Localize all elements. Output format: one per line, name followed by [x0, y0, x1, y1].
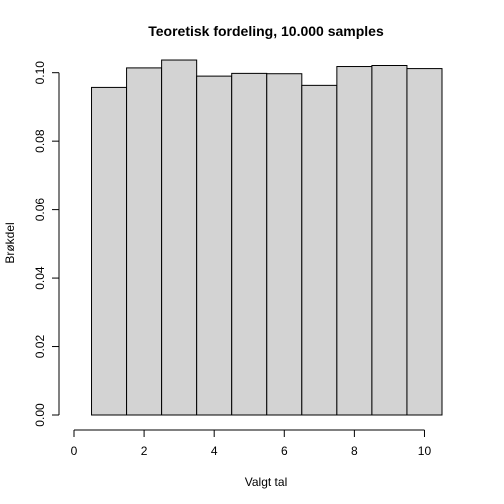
- y-tick-label: 0.02: [33, 335, 47, 359]
- y-tick-label: 0.10: [33, 61, 47, 85]
- y-tick-label: 0.06: [33, 198, 47, 222]
- y-axis: 0.00 0.02 0.04 0.06 0.08 0.10: [33, 61, 60, 427]
- histogram-bar-3: [161, 59, 198, 416]
- histogram-bar-4: [196, 75, 233, 416]
- histogram-bar-10: [406, 68, 443, 416]
- histogram-bar-1: [91, 86, 128, 416]
- y-axis-label: Brøkdel: [3, 222, 17, 263]
- histogram-bar-6: [266, 73, 303, 416]
- x-axis: 0 2 4 6 8 10: [71, 429, 432, 458]
- x-tick-label: 10: [418, 444, 432, 458]
- x-tick-label: 6: [281, 444, 288, 458]
- histogram-bar-9: [371, 65, 408, 416]
- histogram-bar-5: [231, 72, 268, 416]
- histogram-bar-2: [126, 67, 163, 416]
- histogram-bars: [91, 59, 443, 416]
- histogram-bar-8: [336, 66, 373, 416]
- chart-title: Teoretisk fordeling, 10.000 samples: [148, 23, 384, 39]
- x-axis-label: Valgt tal: [245, 475, 287, 489]
- x-tick-label: 4: [211, 444, 218, 458]
- y-tick-label: 0.00: [33, 403, 47, 427]
- y-tick-label: 0.08: [33, 129, 47, 153]
- x-tick-label: 0: [71, 444, 78, 458]
- histogram-bar-7: [301, 84, 338, 416]
- x-tick-label: 8: [351, 444, 358, 458]
- x-tick-label: 2: [141, 444, 148, 458]
- y-tick-label: 0.04: [33, 266, 47, 290]
